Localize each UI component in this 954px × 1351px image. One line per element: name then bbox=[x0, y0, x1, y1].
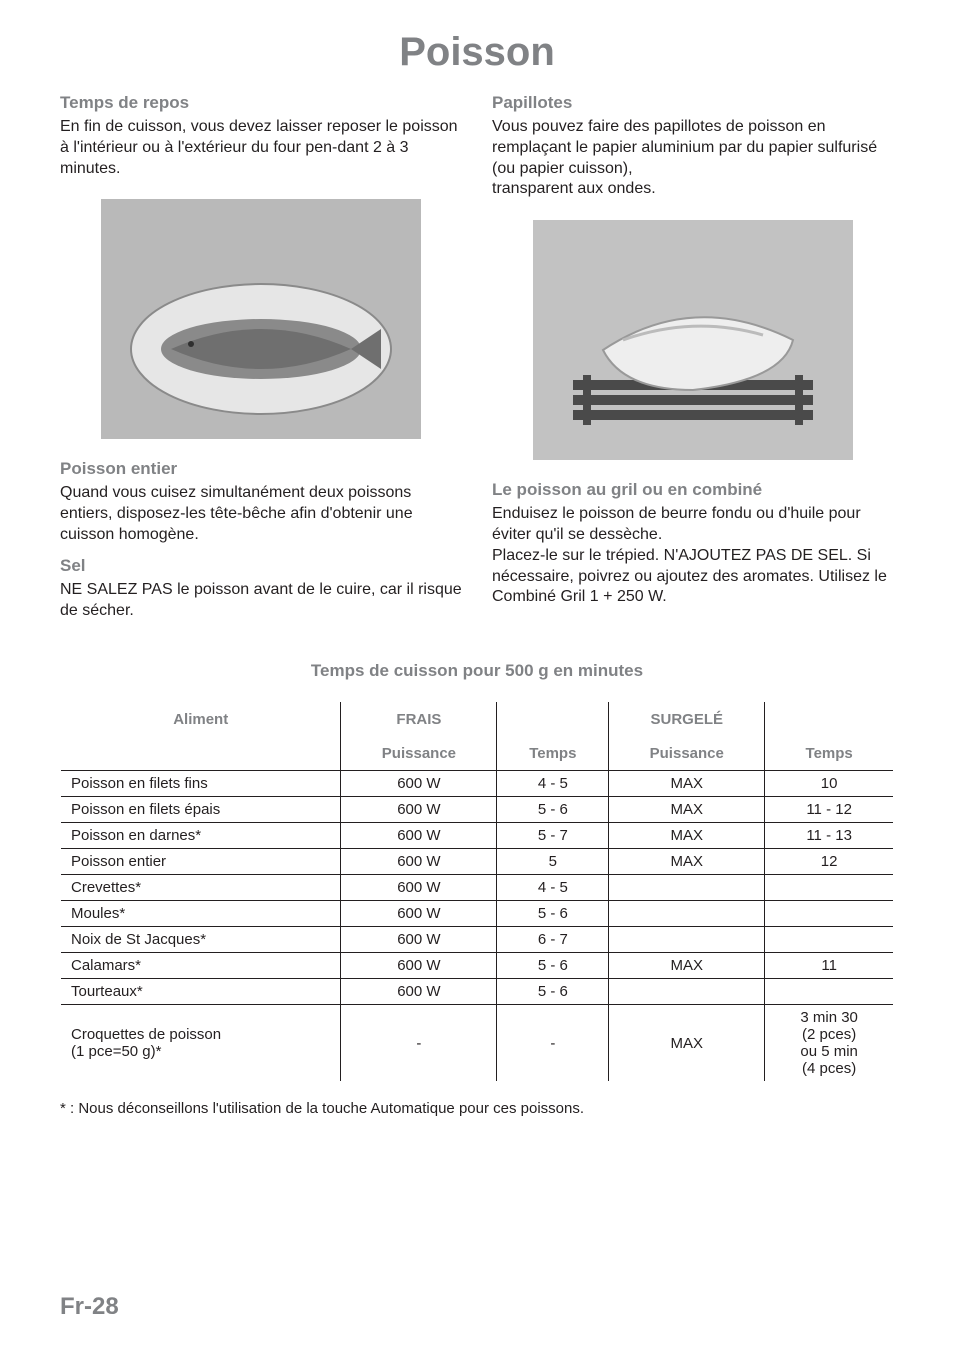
table-cell: 600 W bbox=[341, 927, 497, 953]
table-cell: 5 bbox=[497, 849, 609, 875]
table-cell: MAX bbox=[609, 849, 765, 875]
table-cell: Poisson entier bbox=[61, 849, 341, 875]
th-frais-puissance: Puissance bbox=[341, 736, 497, 771]
table-row: Poisson en filets fins600 W4 - 5MAX10 bbox=[61, 771, 894, 797]
table-cell bbox=[609, 901, 765, 927]
right-section2-body: Enduisez le poisson de beurre fondu ou d… bbox=[492, 504, 894, 608]
table-cell: 11 bbox=[765, 953, 894, 979]
table-cell: MAX bbox=[609, 797, 765, 823]
th-surgele: SURGELÉ bbox=[609, 702, 765, 737]
table-row: Poisson en filets épais600 W5 - 6MAX11 -… bbox=[61, 797, 894, 823]
table-cell: 11 - 12 bbox=[765, 797, 894, 823]
table-cell bbox=[765, 875, 894, 901]
table-row: Tourteaux*600 W5 - 6 bbox=[61, 979, 894, 1005]
table-row: Crevettes*600 W4 - 5 bbox=[61, 875, 894, 901]
table-cell bbox=[765, 927, 894, 953]
table-footnote: * : Nous déconseillons l'utilisation de … bbox=[60, 1100, 894, 1117]
table-cell: 3 min 30 (2 pces) ou 5 min (4 pces) bbox=[765, 1005, 894, 1082]
table-row: Noix de St Jacques*600 W6 - 7 bbox=[61, 927, 894, 953]
table-cell: 600 W bbox=[341, 901, 497, 927]
left-section1-title: Temps de repos bbox=[60, 93, 462, 113]
th-surg-puissance: Puissance bbox=[609, 736, 765, 771]
table-cell: 5 - 6 bbox=[497, 953, 609, 979]
th-frais-temps: Temps bbox=[497, 736, 609, 771]
left-section3-body: NE SALEZ PAS le poisson avant de le cuir… bbox=[60, 580, 462, 622]
table-cell bbox=[609, 979, 765, 1005]
table-cell bbox=[765, 979, 894, 1005]
table-cell: 600 W bbox=[341, 979, 497, 1005]
table-cell: 5 - 7 bbox=[497, 823, 609, 849]
table-cell: Croquettes de poisson (1 pce=50 g)* bbox=[61, 1005, 341, 1082]
table-title: Temps de cuisson pour 500 g en minutes bbox=[60, 661, 894, 681]
cooking-time-table: Aliment FRAIS SURGELÉ Puissance Temps Pu… bbox=[60, 701, 894, 1082]
table-cell: 600 W bbox=[341, 953, 497, 979]
table-cell: - bbox=[341, 1005, 497, 1082]
page: Poisson Temps de repos En fin de cuisson… bbox=[0, 0, 954, 1351]
table-cell: 600 W bbox=[341, 849, 497, 875]
table-cell: MAX bbox=[609, 1005, 765, 1082]
table-cell: 600 W bbox=[341, 875, 497, 901]
left-section2-title: Poisson entier bbox=[60, 459, 462, 479]
table-cell: Poisson en filets épais bbox=[61, 797, 341, 823]
table-cell: Noix de St Jacques* bbox=[61, 927, 341, 953]
table-header-row-1: Aliment FRAIS SURGELÉ bbox=[61, 702, 894, 737]
two-column-layout: Temps de repos En fin de cuisson, vous d… bbox=[60, 85, 894, 631]
table-cell: 5 - 6 bbox=[497, 901, 609, 927]
left-column: Temps de repos En fin de cuisson, vous d… bbox=[60, 85, 462, 631]
th-blank1 bbox=[497, 702, 609, 737]
table-cell: Moules* bbox=[61, 901, 341, 927]
th-frais: FRAIS bbox=[341, 702, 497, 737]
left-section3-title: Sel bbox=[60, 556, 462, 576]
table-header-row-2: Puissance Temps Puissance Temps bbox=[61, 736, 894, 771]
table-cell: 12 bbox=[765, 849, 894, 875]
left-section2-body: Quand vous cuisez simultanément deux poi… bbox=[60, 483, 462, 545]
table-cell: MAX bbox=[609, 771, 765, 797]
table-cell: 10 bbox=[765, 771, 894, 797]
table-row: Poisson en darnes*600 W5 - 7MAX11 - 13 bbox=[61, 823, 894, 849]
table-cell: 4 - 5 bbox=[497, 771, 609, 797]
right-section1-title: Papillotes bbox=[492, 93, 894, 113]
table-cell: Poisson en darnes* bbox=[61, 823, 341, 849]
table-cell: - bbox=[497, 1005, 609, 1082]
table-cell: Poisson en filets fins bbox=[61, 771, 341, 797]
table-cell: 4 - 5 bbox=[497, 875, 609, 901]
table-cell bbox=[609, 927, 765, 953]
table-cell: 5 - 6 bbox=[497, 979, 609, 1005]
table-row: Croquettes de poisson (1 pce=50 g)*--MAX… bbox=[61, 1005, 894, 1082]
page-number: Fr-28 bbox=[60, 1293, 119, 1321]
fish-photo-left bbox=[101, 199, 421, 439]
table-cell: 600 W bbox=[341, 823, 497, 849]
table-row: Poisson entier600 W5MAX12 bbox=[61, 849, 894, 875]
table-cell: MAX bbox=[609, 953, 765, 979]
page-title: Poisson bbox=[60, 30, 894, 75]
th-empty bbox=[61, 736, 341, 771]
table-cell bbox=[609, 875, 765, 901]
left-section1-body: En fin de cuisson, vous devez laisser re… bbox=[60, 117, 462, 179]
th-surg-temps: Temps bbox=[765, 736, 894, 771]
table-cell: 600 W bbox=[341, 771, 497, 797]
right-section2-title: Le poisson au gril ou en combiné bbox=[492, 480, 894, 500]
right-section1-body: Vous pouvez faire des papillotes de pois… bbox=[492, 117, 894, 200]
table-cell: Crevettes* bbox=[61, 875, 341, 901]
fish-photo-right bbox=[533, 220, 853, 460]
table-cell: 600 W bbox=[341, 797, 497, 823]
table-cell: 11 - 13 bbox=[765, 823, 894, 849]
right-column: Papillotes Vous pouvez faire des papillo… bbox=[492, 85, 894, 631]
table-cell: Tourteaux* bbox=[61, 979, 341, 1005]
table-row: Calamars*600 W5 - 6MAX11 bbox=[61, 953, 894, 979]
table-cell bbox=[765, 901, 894, 927]
th-blank2 bbox=[765, 702, 894, 737]
th-aliment: Aliment bbox=[61, 702, 341, 737]
table-cell: 6 - 7 bbox=[497, 927, 609, 953]
table-row: Moules*600 W5 - 6 bbox=[61, 901, 894, 927]
table-cell: Calamars* bbox=[61, 953, 341, 979]
table-cell: 5 - 6 bbox=[497, 797, 609, 823]
table-cell: MAX bbox=[609, 823, 765, 849]
